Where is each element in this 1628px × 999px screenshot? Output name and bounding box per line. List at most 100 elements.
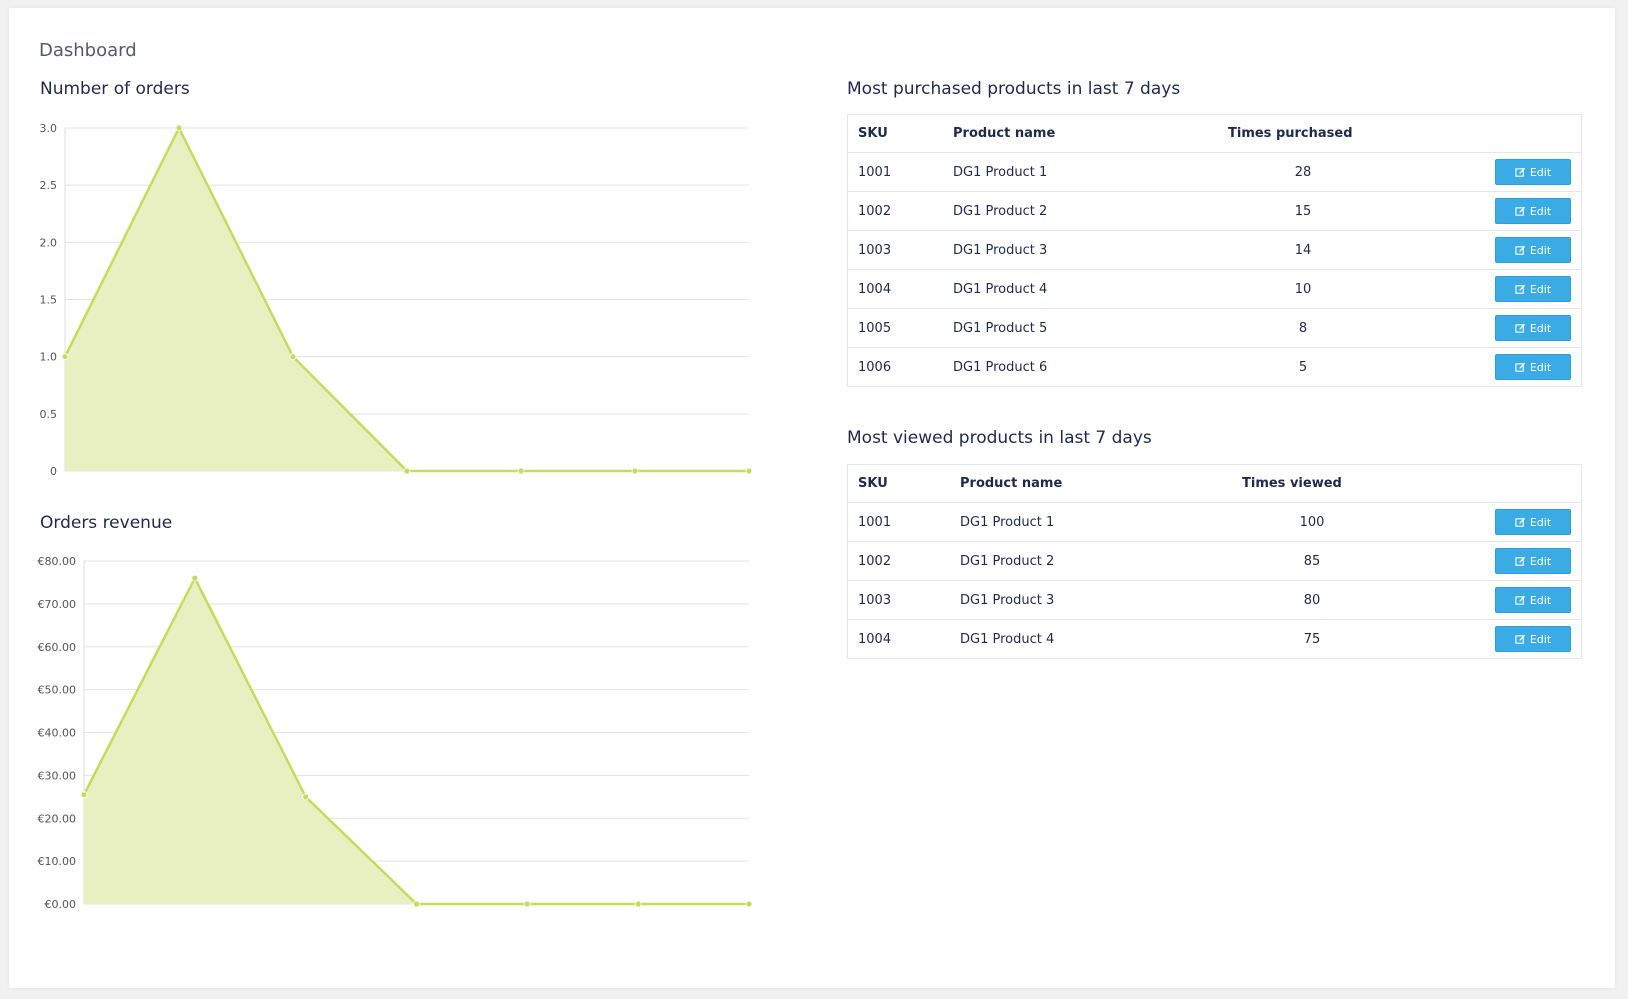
product-name-cell: DG1 Product 1	[950, 502, 1232, 542]
y-tick-label: €40.00	[38, 727, 77, 740]
purchased-table: SKU Product name Times purchased 1001 DG1…	[847, 114, 1582, 387]
edit-button[interactable]: Edit	[1495, 509, 1571, 535]
sku-cell: 1002	[847, 191, 943, 231]
data-point	[61, 353, 69, 361]
edit-icon	[1515, 206, 1525, 216]
action-cell: Edit	[1388, 191, 1582, 231]
y-tick-label: €30.00	[38, 769, 77, 782]
actions-header	[1388, 114, 1582, 153]
action-cell: Edit	[1388, 230, 1582, 270]
orders-chart: 0 0.5 1.0 1.5 2.0 2.5 3.0	[40, 122, 753, 478]
count-cell: 14	[1218, 230, 1388, 270]
edit-icon	[1515, 245, 1525, 255]
action-cell: Edit	[1388, 308, 1582, 348]
edit-button-label: Edit	[1529, 321, 1552, 335]
y-tick-label: €50.00	[38, 684, 77, 697]
edit-button[interactable]: Edit	[1495, 315, 1571, 341]
action-cell: Edit	[1392, 502, 1582, 542]
table-row: 1004 DG1 Product 4 10 Edit	[847, 269, 1582, 309]
edit-button[interactable]: Edit	[1495, 159, 1571, 185]
sku-cell: 1003	[847, 580, 950, 620]
product-name-cell: DG1 Product 2	[950, 541, 1232, 581]
action-cell: Edit	[1388, 269, 1582, 309]
revenue-chart-title: Orders revenue	[40, 513, 173, 533]
table-row: 1005 DG1 Product 5 8 Edit	[847, 308, 1582, 348]
product-name-header: Product name	[950, 464, 1232, 503]
data-point	[634, 900, 642, 908]
count-cell: 15	[1218, 191, 1388, 231]
edit-button-label: Edit	[1529, 243, 1552, 257]
edit-button[interactable]: Edit	[1495, 587, 1571, 613]
product-name-cell: DG1 Product 5	[943, 308, 1218, 348]
edit-button-label: Edit	[1529, 515, 1552, 529]
table-row: 1002 DG1 Product 2 15 Edit	[847, 191, 1582, 231]
purchased-table-title: Most purchased products in last 7 days	[847, 79, 1181, 99]
edit-icon	[1515, 323, 1525, 333]
edit-icon	[1515, 362, 1525, 372]
edit-button-label: Edit	[1529, 632, 1552, 646]
sku-cell: 1003	[847, 230, 943, 270]
edit-button-label: Edit	[1529, 593, 1552, 607]
y-tick-label: €60.00	[38, 641, 77, 654]
times-purchased-header: Times purchased	[1218, 114, 1388, 153]
edit-button-label: Edit	[1529, 165, 1552, 179]
sku-cell: 1001	[847, 152, 943, 192]
y-tick-label: 2.5	[40, 179, 58, 192]
edit-button-label: Edit	[1529, 554, 1552, 568]
data-point	[289, 353, 297, 361]
data-point	[745, 900, 753, 908]
product-name-cell: DG1 Product 6	[943, 347, 1218, 387]
data-point	[413, 900, 420, 908]
y-tick-label: €20.00	[38, 812, 77, 825]
edit-icon	[1515, 284, 1525, 294]
data-point	[302, 793, 310, 801]
count-cell: 100	[1232, 502, 1392, 542]
action-cell: Edit	[1392, 580, 1582, 620]
actions-header	[1392, 464, 1582, 503]
edit-button[interactable]: Edit	[1495, 198, 1571, 224]
table-row: 1001 DG1 Product 1 100 Edit	[847, 502, 1582, 542]
edit-icon	[1515, 556, 1525, 566]
edit-button[interactable]: Edit	[1495, 626, 1571, 652]
count-cell: 8	[1218, 308, 1388, 348]
edit-button[interactable]: Edit	[1495, 354, 1571, 380]
sku-cell: 1004	[847, 619, 950, 659]
page-title: Dashboard	[39, 40, 137, 61]
sku-header: SKU	[847, 114, 943, 153]
table-header-row: SKU Product name Times viewed	[847, 464, 1582, 503]
edit-button[interactable]: Edit	[1495, 237, 1571, 263]
y-tick-label: €70.00	[38, 598, 77, 611]
sku-cell: 1006	[847, 347, 943, 387]
viewed-table: SKU Product name Times viewed 1001 DG1 Pr…	[847, 464, 1582, 659]
dashboard-panel: Dashboard Number of orders 0 0.5 1.0 1.5 2.0…	[9, 8, 1615, 988]
data-point	[517, 467, 525, 475]
orders-chart-title: Number of orders	[40, 79, 190, 99]
y-tick-label: 1.0	[40, 351, 58, 364]
action-cell: Edit	[1388, 152, 1582, 192]
table-row: 1006 DG1 Product 6 5 Edit	[847, 347, 1582, 387]
area-fill	[65, 128, 749, 471]
y-tick-label: €0.00	[45, 898, 77, 911]
edit-button[interactable]: Edit	[1495, 548, 1571, 574]
count-cell: 75	[1232, 619, 1392, 659]
y-tick-label: €80.00	[38, 555, 77, 568]
edit-icon	[1515, 595, 1525, 605]
product-name-cell: DG1 Product 2	[943, 191, 1218, 231]
y-tick-label: €10.00	[38, 855, 77, 868]
edit-button-label: Edit	[1529, 204, 1552, 218]
sku-header: SKU	[847, 464, 950, 503]
y-tick-label: 2.0	[40, 236, 58, 249]
data-point	[191, 574, 199, 582]
y-tick-label: 1.5	[40, 294, 58, 307]
edit-icon	[1515, 167, 1525, 177]
product-name-cell: DG1 Product 4	[943, 269, 1218, 309]
data-point	[175, 124, 183, 132]
data-point	[745, 467, 753, 475]
edit-button[interactable]: Edit	[1495, 276, 1571, 302]
count-cell: 5	[1218, 347, 1388, 387]
revenue-chart: €0.00 €10.00 €20.00 €30.00 €40.00 €50.00 €60.0…	[38, 555, 753, 911]
sku-cell: 1004	[847, 269, 943, 309]
product-name-cell: DG1 Product 3	[950, 580, 1232, 620]
area-fill	[84, 578, 749, 904]
table-row: 1003 DG1 Product 3 80 Edit	[847, 580, 1582, 620]
